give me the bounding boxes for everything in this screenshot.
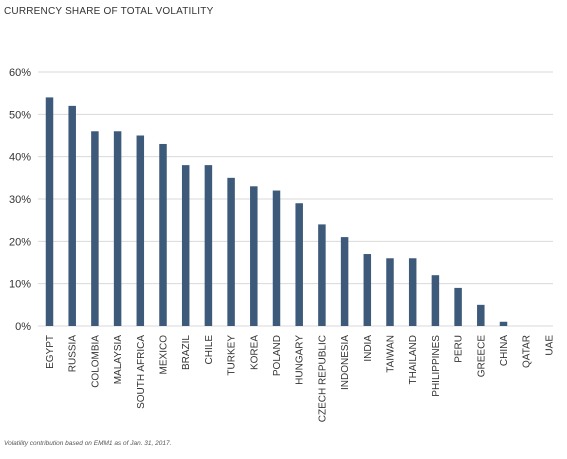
- bar-peru: [454, 287, 462, 326]
- bar-poland: [272, 190, 281, 326]
- x-tick-label: SOUTH AFRICA: [136, 335, 147, 409]
- bar-hungary: [295, 203, 303, 326]
- footnote: Volatility contribution based on EMM1 as…: [4, 440, 172, 447]
- bar-philippines: [431, 275, 440, 326]
- x-tick-label: COLOMBIA: [90, 335, 101, 388]
- x-tick-label: THAILAND: [408, 335, 419, 384]
- x-tick-label: CHINA: [499, 335, 510, 366]
- x-tick-label: INDONESIA: [340, 335, 351, 390]
- x-tick-label: QATAR: [522, 335, 533, 368]
- y-tick-label: 0%: [15, 321, 31, 333]
- gridlines: [38, 71, 553, 327]
- x-tick-label: GREECE: [476, 335, 487, 378]
- x-tick-label: CZECH REPUBLIC: [317, 335, 328, 422]
- x-tick-label: CHILE: [204, 335, 215, 365]
- x-tick-label: PHILIPPINES: [431, 335, 442, 397]
- y-tick-label: 20%: [9, 236, 31, 248]
- chart-title: CURRENCY SHARE OF TOTAL VOLATILITY: [4, 6, 214, 17]
- x-tick-label: POLAND: [272, 335, 283, 376]
- bar-china: [499, 321, 508, 326]
- y-tick-label: 50%: [9, 109, 31, 121]
- x-tick-label: RUSSIA: [68, 335, 79, 373]
- bar-chart: 0% 10% 20% 30% 40% 50% 60% EGYPT RUSSIA COLOMBIA…: [9, 67, 555, 423]
- bar-korea: [250, 186, 258, 326]
- bars: [45, 97, 508, 327]
- bar-russia: [68, 105, 76, 326]
- x-tick-label: UAE: [544, 335, 555, 356]
- bar-indonesia: [340, 237, 349, 326]
- x-tick-label: EGYPT: [45, 335, 56, 369]
- bar-colombia: [91, 131, 99, 326]
- bar-egypt: [45, 97, 54, 327]
- bar-chile: [204, 165, 213, 326]
- x-tick-label: MALAYSIA: [113, 335, 124, 385]
- y-axis-ticks: 0% 10% 20% 30% 40% 50% 60%: [9, 67, 31, 333]
- x-axis-labels: EGYPT RUSSIA COLOMBIA MALAYSIA SOUTH AFRICA M…: [45, 335, 555, 423]
- bar-malaysia: [113, 131, 122, 326]
- x-tick-label: BRAZIL: [181, 335, 192, 370]
- bar-greece: [477, 304, 485, 326]
- x-tick-label: MEXICO: [159, 335, 170, 375]
- x-tick-label: TURKEY: [227, 335, 238, 376]
- bar-taiwan: [386, 258, 394, 326]
- bar-czech-republic: [318, 224, 326, 326]
- bar-india: [363, 254, 372, 326]
- y-tick-label: 40%: [9, 152, 31, 164]
- y-tick-label: 60%: [9, 67, 31, 79]
- x-tick-label: INDIA: [363, 335, 374, 362]
- x-tick-label: HUNGARY: [295, 335, 306, 385]
- bar-south-africa: [136, 135, 145, 326]
- bar-brazil: [181, 165, 190, 326]
- x-tick-label: KOREA: [249, 335, 260, 370]
- bar-turkey: [227, 177, 235, 326]
- y-tick-label: 30%: [9, 194, 31, 206]
- x-tick-label: TAIWAN: [386, 335, 397, 373]
- x-tick-label: PERU: [454, 335, 465, 363]
- bar-mexico: [159, 143, 167, 326]
- y-tick-label: 10%: [9, 279, 31, 291]
- bar-thailand: [408, 258, 417, 326]
